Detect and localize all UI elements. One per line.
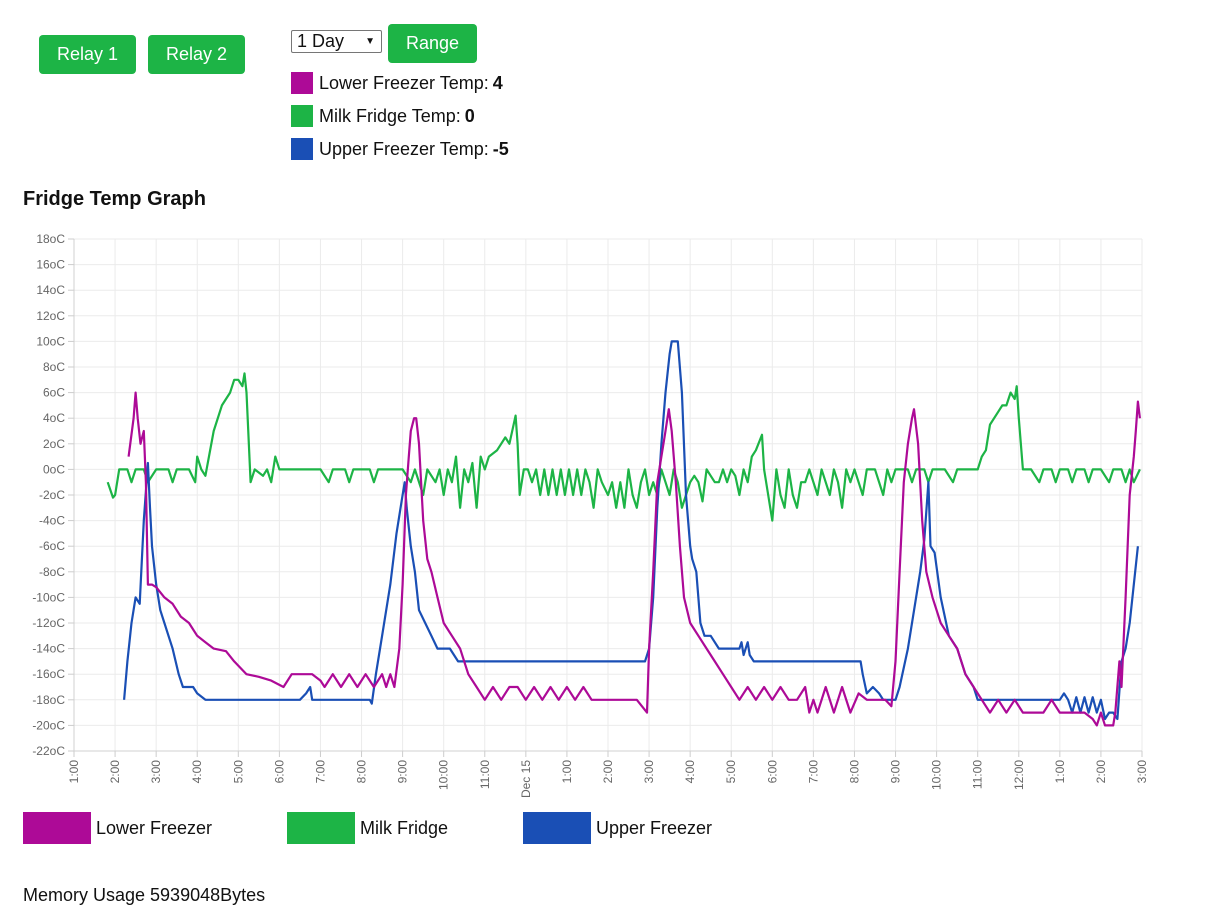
range-select-value: 1 Day [297,31,345,51]
y-tick-label: 12oC [36,309,65,323]
x-tick-label: Dec 15 [519,760,533,798]
legend-item-upper-freezer[interactable]: Upper Freezer [523,812,712,844]
reading-lower-freezer: Lower Freezer Temp: 4 [291,71,503,95]
x-tick-label: 3:00 [1135,760,1149,784]
y-tick-label: -12oC [32,616,65,630]
x-tick-label: 11:00 [478,760,492,789]
y-tick-label: 0oC [43,462,65,476]
x-tick-label: 9:00 [396,760,410,784]
x-tick-label: 8:00 [847,760,861,784]
relay-1-button[interactable]: Relay 1 [39,35,136,74]
milk-fridge-swatch [291,105,313,127]
x-tick-label: 9:00 [889,760,903,784]
y-tick-label: -14oC [32,642,65,656]
x-tick-label: 6:00 [272,760,286,784]
reading-label: Upper Freezer Temp: [319,138,489,159]
series-line-upper-freezer [123,340,1139,721]
series-line-lower-freezer [127,391,1141,727]
x-tick-label: 1:00 [67,760,81,784]
x-tick-label: 1:00 [560,760,574,784]
y-tick-label: 6oC [43,386,65,400]
y-tick-label: -10oC [32,590,65,604]
x-tick-label: 3:00 [642,760,656,784]
x-tick-label: 8:00 [355,760,369,784]
x-tick-label: 1:00 [1053,760,1067,784]
x-tick-label: 10:00 [437,760,451,790]
legend-label: Milk Fridge [360,817,449,838]
y-tick-label: -22oC [32,744,65,758]
lower-freezer-swatch [291,72,313,94]
y-tick-label: -8oC [39,565,65,579]
x-tick-label: 11:00 [971,760,985,789]
legend-item-milk-fridge[interactable]: Milk Fridge [287,812,448,844]
reading-value: 4 [492,72,503,93]
legend-label: Lower Freezer [96,817,213,838]
x-tick-label: 2:00 [1094,760,1108,784]
y-tick-label: 16oC [36,258,65,272]
x-tick-label: 5:00 [724,760,738,784]
relay-2-button[interactable]: Relay 2 [148,35,245,74]
x-tick-label: 3:00 [149,760,163,784]
x-tick-label: 6:00 [765,760,779,784]
chart-title: Fridge Temp Graph [23,188,206,210]
y-tick-label: -2oC [39,488,65,502]
y-tick-label: -6oC [39,539,65,553]
y-tick-label: 14oC [36,283,65,297]
y-tick-label: -4oC [39,514,65,528]
y-tick-label: 8oC [43,360,65,374]
legend-swatch [23,812,91,844]
series-line-milk-fridge [106,372,1141,522]
legend-item-lower-freezer[interactable]: Lower Freezer [23,812,212,844]
temperature-chart: 18oC 16oC 14oC 12oC 10oC 8oC 6oC 4oC 2oC 0oC -2oC -… [32,232,1149,798]
reading-milk-fridge: Milk Fridge Temp: 0 [291,104,475,128]
legend-swatch [287,812,355,844]
x-tick-label: 4:00 [190,760,204,784]
legend-swatch [523,812,591,844]
x-tick-label: 7:00 [806,760,820,784]
range-select[interactable]: 1 Day ▼ [291,30,382,53]
chevron-down-icon: ▼ [365,36,375,47]
reading-upper-freezer: Upper Freezer Temp: -5 [291,137,509,161]
x-tick-label: 10:00 [930,760,944,790]
reading-label: Lower Freezer Temp: [319,72,489,93]
reading-value: 0 [464,105,475,126]
y-tick-label: -18oC [32,693,65,707]
reading-value: -5 [492,138,509,159]
range-button[interactable]: Range [388,24,477,63]
upper-freezer-swatch [291,138,313,160]
y-tick-label: 10oC [36,334,65,348]
reading-label: Milk Fridge Temp: [319,105,461,126]
y-tick-label: -20oC [32,718,65,732]
x-tick-label: 5:00 [231,760,245,784]
x-tick-label: 2:00 [108,760,122,784]
x-tick-label: 7:00 [313,760,327,784]
x-tick-label: 12:00 [1012,760,1026,790]
y-tick-label: -16oC [32,667,65,681]
x-tick-label: 2:00 [601,760,615,784]
y-tick-label: 18oC [36,232,65,246]
legend-label: Upper Freezer [596,817,713,838]
memory-usage: Memory Usage 5939048Bytes [23,885,266,905]
y-tick-label: 4oC [43,411,65,425]
y-tick-label: 2oC [43,437,65,451]
x-tick-label: 4:00 [683,760,697,784]
